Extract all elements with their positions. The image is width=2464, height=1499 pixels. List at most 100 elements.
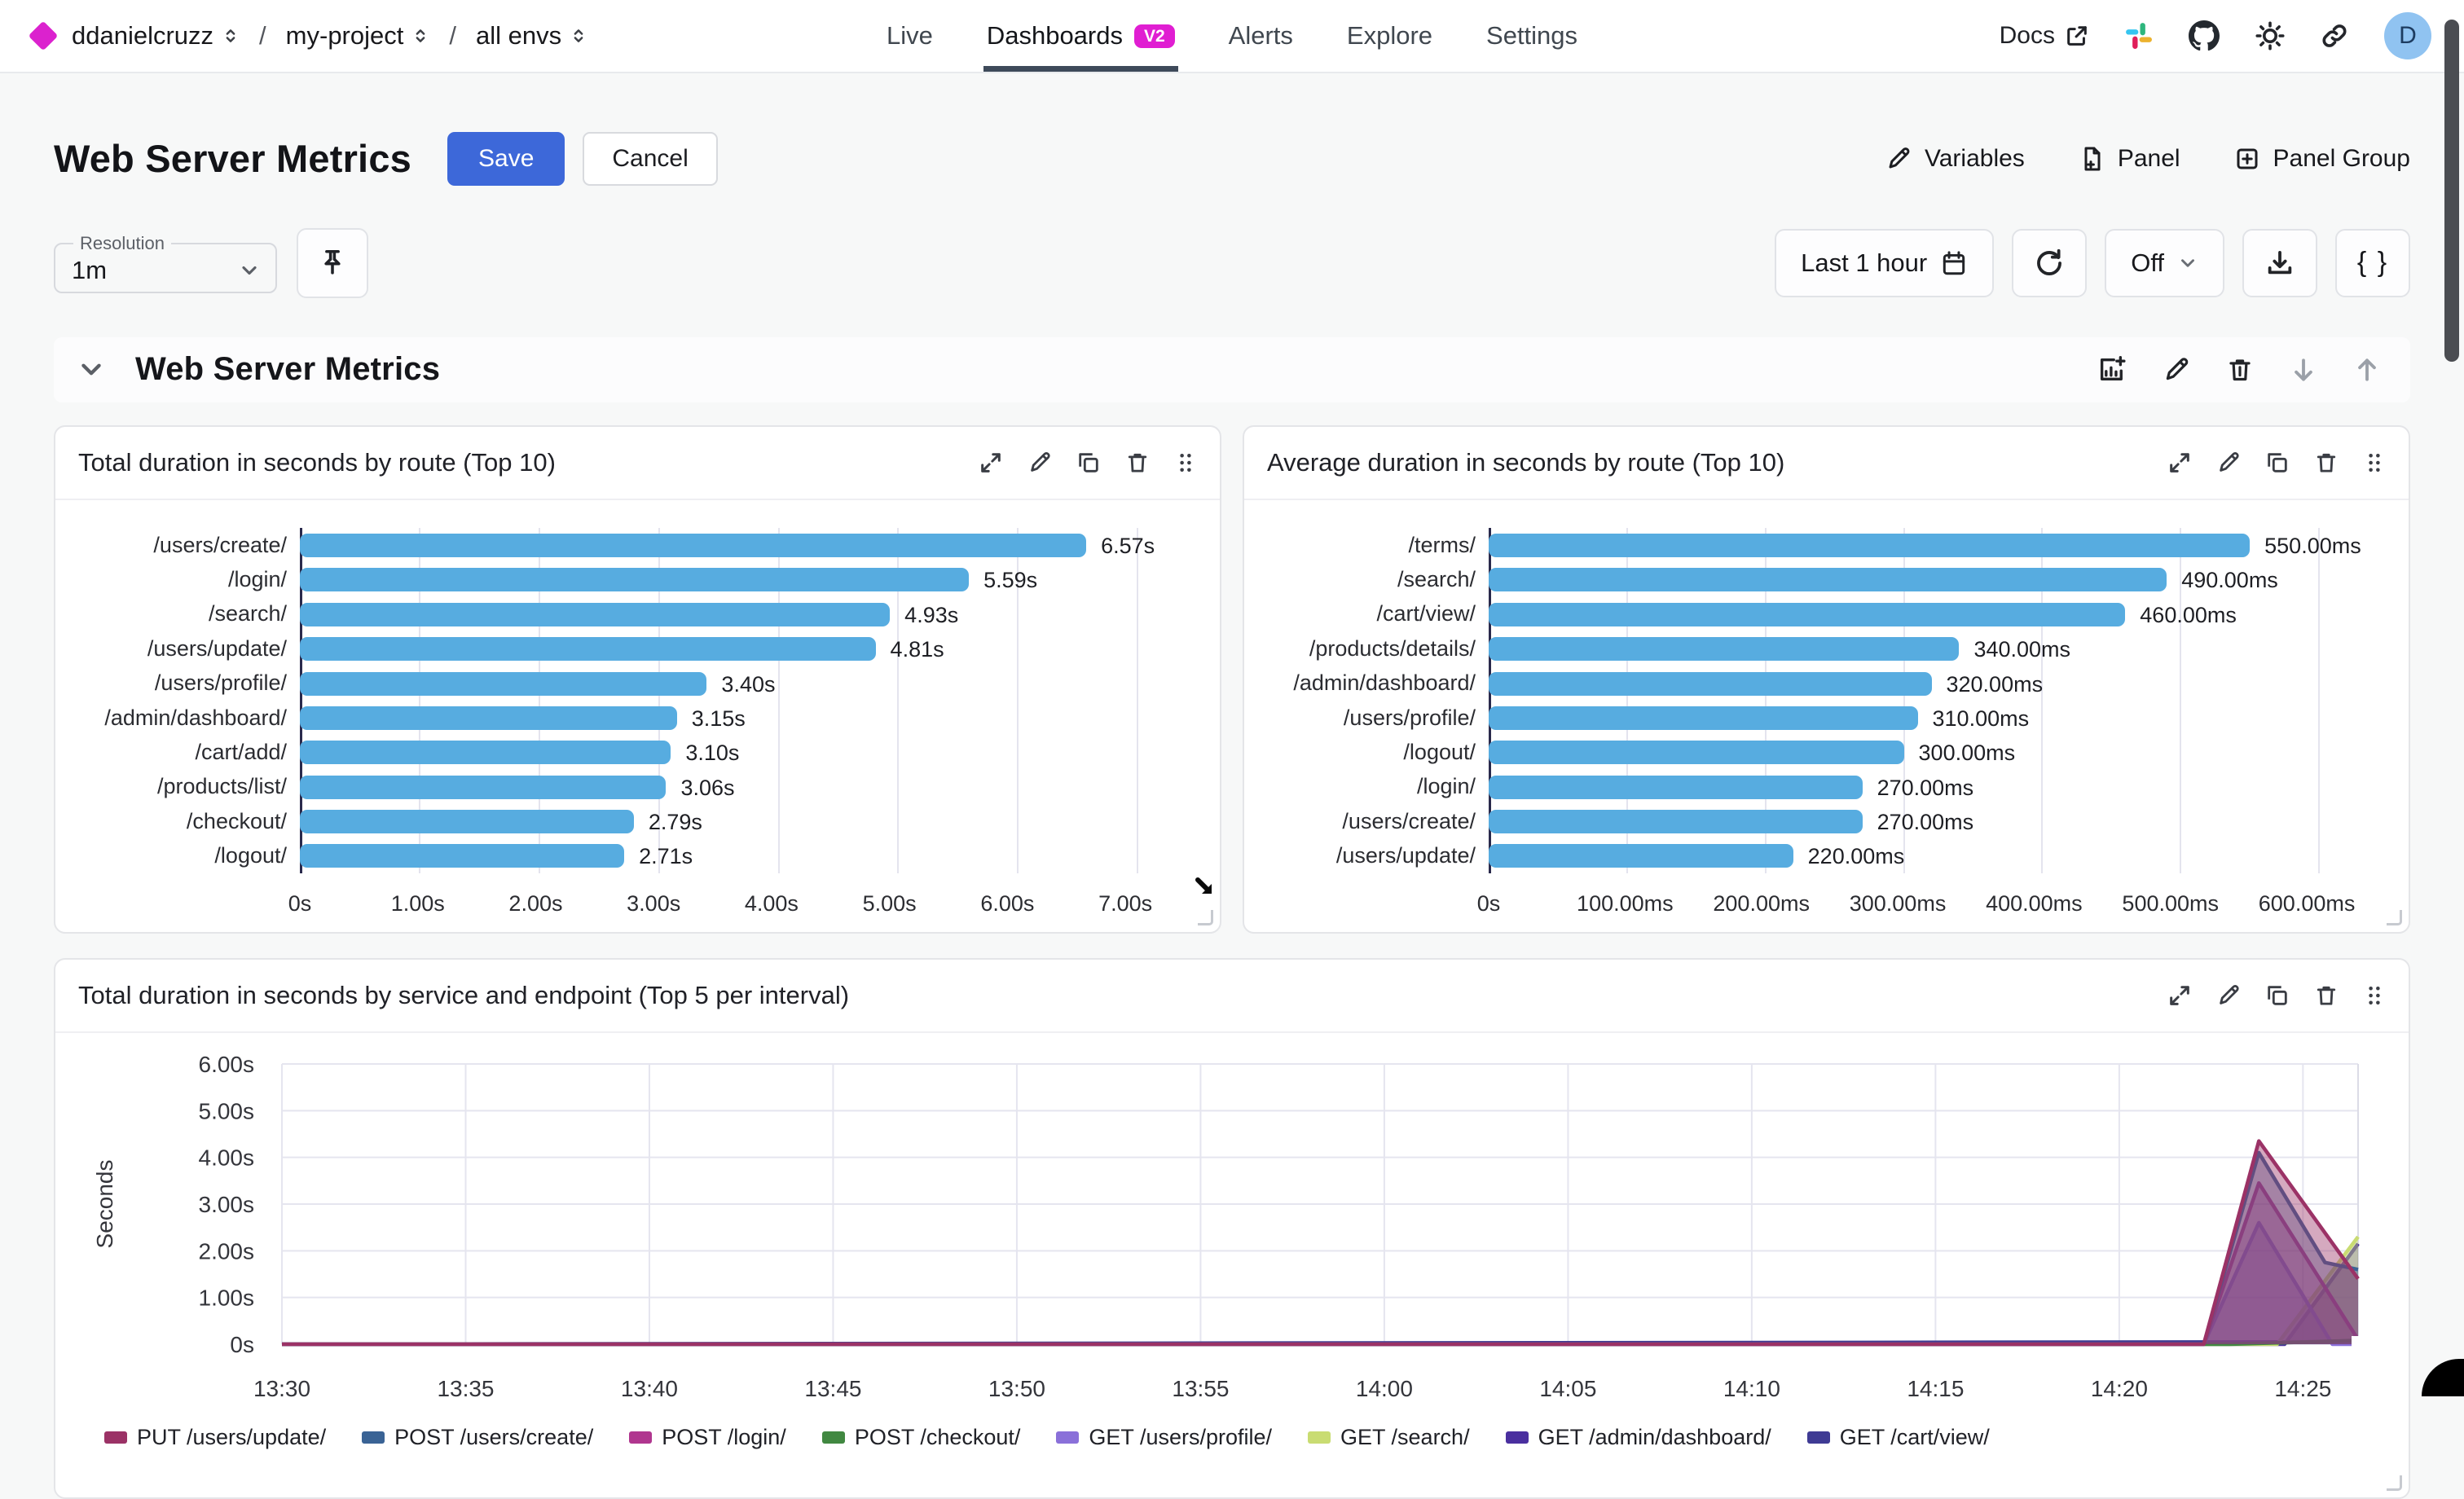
bar[interactable] — [300, 844, 625, 868]
drag-panel-handle[interactable] — [2363, 451, 2386, 474]
bar[interactable] — [300, 741, 671, 765]
bar-row: /logout/300.00ms — [1265, 735, 2374, 769]
bar[interactable] — [300, 671, 707, 696]
github-button[interactable] — [2189, 20, 2220, 51]
bar-row: /admin/dashboard/3.15s — [77, 701, 1186, 735]
tab-explore[interactable]: Explore — [1347, 0, 1432, 72]
avatar[interactable]: D — [2384, 12, 2431, 59]
legend-item[interactable]: PUT /users/update/ — [104, 1425, 326, 1450]
edit-panel-button[interactable] — [2216, 983, 2241, 1008]
bar[interactable] — [1489, 533, 2251, 557]
org-switcher[interactable]: ddanielcruzz — [72, 21, 240, 51]
expand-panel-button[interactable] — [2167, 451, 2192, 475]
bar[interactable] — [300, 602, 891, 626]
drag-panel-handle[interactable] — [2363, 984, 2386, 1007]
expand-panel-button[interactable] — [2167, 983, 2192, 1008]
json-view-button[interactable]: { } — [2335, 228, 2410, 297]
collapse-section-button[interactable] — [68, 347, 114, 393]
slack-button[interactable] — [2125, 22, 2153, 50]
breadcrumb-separator: / — [449, 21, 456, 50]
legend-item[interactable]: GET /search/ — [1308, 1425, 1470, 1450]
bar[interactable] — [300, 810, 634, 834]
variables-button[interactable]: Variables — [1885, 145, 2025, 173]
tab-dashboards[interactable]: Dashboards V2 — [983, 0, 1178, 72]
refresh-interval-select[interactable]: Off — [2105, 228, 2224, 297]
legend-item[interactable]: POST /login/ — [629, 1425, 786, 1450]
bar[interactable] — [1489, 706, 1918, 730]
env-switcher[interactable]: all envs — [476, 21, 587, 51]
bar[interactable] — [300, 706, 677, 730]
save-button[interactable]: Save — [447, 131, 565, 186]
bar[interactable] — [1489, 741, 1904, 765]
expand-panel-button[interactable] — [979, 451, 1003, 475]
refresh-button[interactable] — [2012, 228, 2088, 297]
delete-panel-button[interactable] — [2314, 983, 2339, 1008]
timeseries-plot[interactable]: 0s 1.00s 2.00s 3.00s 4.00s 5.00s 6.00s 13:30 13:… — [77, 1041, 2391, 1409]
pin-button[interactable] — [297, 227, 368, 298]
bar[interactable] — [300, 533, 1087, 557]
bar[interactable] — [1489, 671, 1932, 696]
drag-panel-handle[interactable] — [1174, 451, 1197, 474]
bar[interactable] — [1489, 775, 1863, 799]
duplicate-panel-button[interactable] — [2265, 983, 2290, 1008]
add-panel-button[interactable]: Panel — [2079, 145, 2180, 173]
bar-track: 2.71s — [300, 838, 1186, 873]
legend-label: GET /cart/view/ — [1839, 1424, 1990, 1449]
time-range-button[interactable]: Last 1 hour — [1775, 228, 1995, 297]
bar-category-label: /users/update/ — [1335, 843, 1476, 868]
bar[interactable] — [300, 568, 970, 592]
bar[interactable] — [1489, 568, 2167, 592]
bar-track: 3.10s — [300, 735, 1186, 769]
download-button[interactable] — [2242, 228, 2317, 297]
delete-section-button[interactable] — [2226, 356, 2254, 384]
y-axis-label: Seconds — [92, 1159, 117, 1248]
tab-label: Live — [886, 21, 933, 50]
x-axis-tick: 200.00ms — [1713, 890, 1810, 916]
delete-panel-button[interactable] — [2314, 451, 2339, 475]
project-name: my-project — [285, 21, 404, 50]
bar-category-label: /products/details/ — [1309, 635, 1476, 661]
x-axis-tick: 14:25 — [2274, 1376, 2331, 1401]
tab-live[interactable]: Live — [887, 0, 933, 72]
edit-panel-button[interactable] — [1027, 451, 1052, 475]
bar-category-label: /cart/view/ — [1376, 601, 1476, 626]
panel-label: Panel — [2117, 144, 2180, 172]
resolution-value: 1m — [72, 255, 108, 284]
download-icon — [2268, 251, 2292, 275]
docs-link[interactable]: Docs — [2000, 22, 2089, 50]
theme-toggle[interactable] — [2255, 21, 2285, 51]
tab-alerts[interactable]: Alerts — [1229, 0, 1293, 72]
bar[interactable] — [300, 637, 876, 662]
tab-settings[interactable]: Settings — [1486, 0, 1577, 72]
legend-item[interactable]: POST /checkout/ — [821, 1425, 1020, 1450]
bar-track: 340.00ms — [1489, 631, 2374, 666]
avatar-initial: D — [2399, 22, 2417, 49]
drag-handle-icon — [1180, 453, 1191, 472]
legend-item[interactable]: GET /admin/dashboard/ — [1505, 1425, 1771, 1450]
bar-value-label: 460.00ms — [2140, 602, 2237, 627]
add-panel-group-button[interactable]: Panel Group — [2234, 145, 2410, 173]
edit-panel-button[interactable] — [2216, 451, 2241, 475]
move-section-down-button[interactable] — [2290, 356, 2317, 384]
add-panel-to-group-button[interactable] — [2097, 355, 2127, 385]
edit-section-button[interactable] — [2163, 356, 2190, 384]
duplicate-panel-button[interactable] — [2265, 451, 2290, 475]
bar[interactable] — [1489, 602, 2126, 626]
share-link-button[interactable] — [2321, 22, 2348, 50]
project-switcher[interactable]: my-project — [286, 21, 430, 51]
bar[interactable] — [1489, 810, 1863, 834]
bar-value-label: 340.00ms — [1973, 637, 2071, 662]
duplicate-panel-button[interactable] — [1076, 451, 1101, 475]
legend-item[interactable]: GET /cart/view/ — [1806, 1424, 1990, 1450]
bar[interactable] — [1489, 637, 1960, 662]
bar[interactable] — [300, 775, 667, 799]
scrollbar-thumb[interactable] — [2444, 20, 2459, 362]
page-title: Web Server Metrics — [54, 137, 411, 181]
delete-panel-button[interactable] — [1125, 451, 1150, 475]
cancel-button[interactable]: Cancel — [583, 131, 718, 186]
legend-item[interactable]: GET /users/profile/ — [1056, 1425, 1272, 1450]
bar[interactable] — [1489, 844, 1793, 868]
move-section-up-button[interactable] — [2353, 356, 2381, 384]
resolution-select[interactable]: Resolution 1m — [54, 232, 277, 293]
legend-item[interactable]: POST /users/create/ — [362, 1425, 593, 1450]
